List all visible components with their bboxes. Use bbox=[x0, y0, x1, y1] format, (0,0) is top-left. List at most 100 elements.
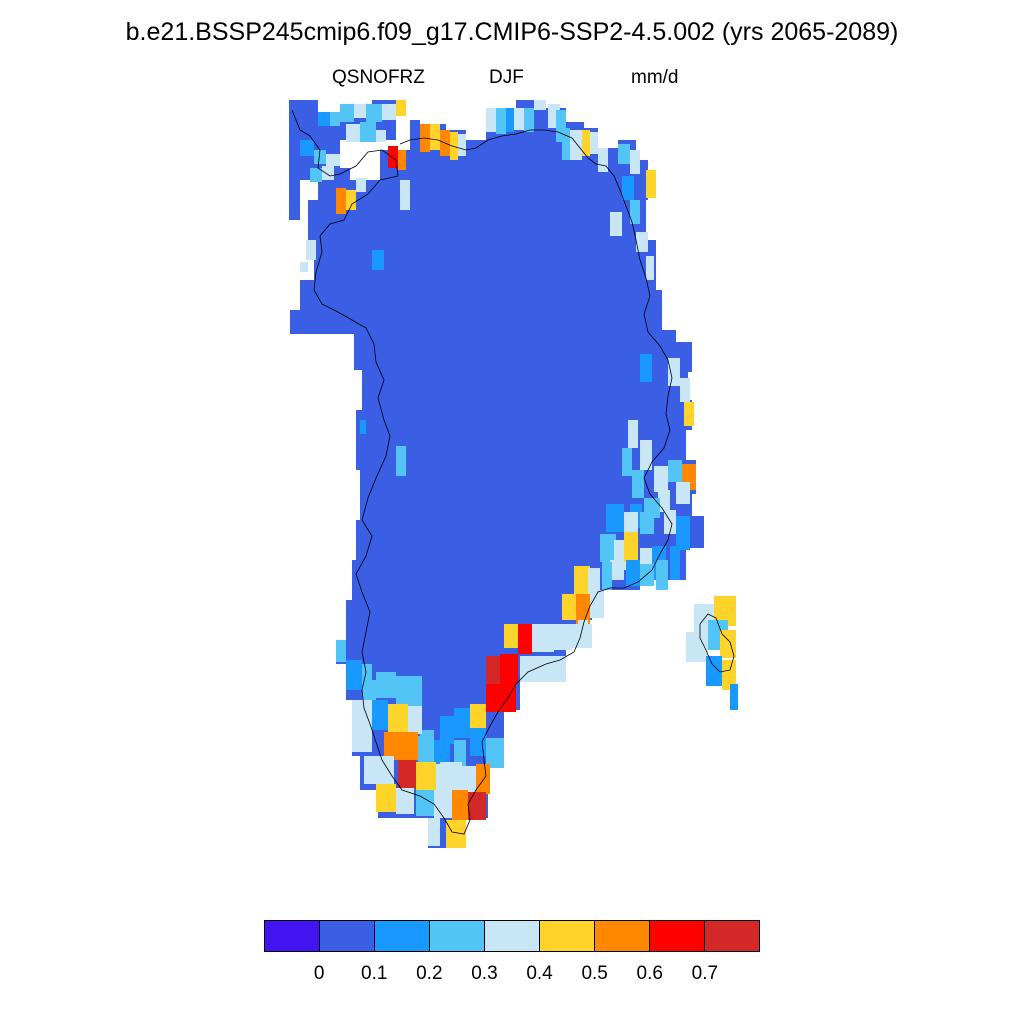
grid-cell bbox=[300, 140, 314, 156]
colorbar-tick-label: 0.4 bbox=[526, 963, 553, 984]
grid-cell bbox=[322, 166, 334, 180]
grid-cell bbox=[654, 466, 668, 492]
colorbar-tick-label: 0.1 bbox=[361, 963, 388, 984]
colorbar-tick-label: 0 bbox=[313, 963, 325, 984]
grid-cell bbox=[632, 470, 644, 498]
grid-cell bbox=[628, 420, 638, 448]
grid-cell bbox=[524, 108, 534, 132]
colorbar-tick-label: 0.2 bbox=[416, 963, 443, 984]
grid-cell bbox=[598, 148, 608, 172]
grid-cell bbox=[610, 560, 624, 580]
grid-cell bbox=[396, 676, 422, 706]
grid-cell bbox=[352, 728, 372, 752]
grid-cell bbox=[570, 130, 582, 160]
grid-cell bbox=[388, 704, 408, 732]
grid-cell bbox=[476, 764, 490, 794]
grid-cell bbox=[360, 122, 376, 142]
grid-cell bbox=[606, 504, 624, 532]
grid-cell bbox=[536, 656, 566, 682]
grid-cell bbox=[714, 596, 736, 626]
colorbar-box bbox=[595, 921, 650, 951]
grid-cell bbox=[622, 176, 634, 200]
grid-cell bbox=[434, 740, 450, 764]
grid-cell bbox=[670, 546, 680, 580]
grid-cell bbox=[576, 594, 590, 624]
grid-cell bbox=[720, 630, 736, 658]
grid-cell bbox=[396, 446, 406, 476]
grid-cell bbox=[534, 100, 546, 110]
grid-cell bbox=[364, 756, 394, 784]
grid-cell bbox=[314, 150, 326, 164]
grid-cell bbox=[500, 654, 518, 684]
grid-cell bbox=[372, 700, 388, 730]
grid-cell bbox=[376, 784, 396, 812]
grid-cell bbox=[356, 178, 366, 192]
grid-cell bbox=[362, 680, 376, 702]
units-label: mm/d bbox=[631, 67, 679, 88]
grid-cell bbox=[486, 684, 500, 712]
colorbar bbox=[264, 920, 760, 952]
grid-cell bbox=[382, 104, 396, 120]
grid-cell bbox=[646, 256, 654, 280]
grid-cell bbox=[454, 740, 466, 768]
grid-cell bbox=[354, 104, 366, 118]
grid-cell bbox=[326, 154, 340, 166]
colorbar-tick-label: 0.3 bbox=[471, 963, 498, 984]
grid-cell bbox=[330, 112, 340, 126]
grid-cell bbox=[346, 660, 362, 690]
grid-cell bbox=[470, 704, 486, 730]
grid-cell bbox=[366, 104, 382, 122]
grid-cell bbox=[504, 624, 518, 648]
grid-cell bbox=[722, 660, 736, 690]
grid-cell bbox=[310, 168, 322, 182]
colorbar-box bbox=[265, 921, 320, 951]
grid-cell bbox=[470, 728, 486, 756]
grid-cell bbox=[440, 716, 454, 744]
grid-cell bbox=[396, 788, 414, 814]
grid-cell bbox=[574, 566, 590, 594]
grid-cell bbox=[630, 150, 640, 174]
grid-cell bbox=[562, 594, 576, 620]
colorbar-box bbox=[430, 921, 485, 951]
grid-cell bbox=[430, 124, 440, 150]
grid-cell bbox=[384, 732, 418, 760]
grid-cell bbox=[610, 212, 622, 236]
land-field bbox=[289, 100, 704, 848]
grid-cell bbox=[640, 440, 652, 470]
grid-cell bbox=[532, 624, 554, 652]
grid-cell bbox=[624, 512, 638, 534]
grid-cell bbox=[668, 358, 680, 386]
grid-cell bbox=[446, 820, 466, 848]
colorbar-tick-label: 0.5 bbox=[581, 963, 608, 984]
grid-cell bbox=[372, 250, 384, 270]
grid-cell bbox=[428, 818, 440, 846]
colorbar-box bbox=[540, 921, 595, 951]
grid-cell bbox=[556, 110, 566, 142]
grid-cell bbox=[552, 624, 572, 650]
grid-cell bbox=[318, 112, 330, 126]
no-data-gap bbox=[396, 120, 410, 150]
colorbar-tick-label: 0.7 bbox=[691, 963, 719, 984]
grid-cell bbox=[388, 146, 398, 168]
grid-cell bbox=[434, 790, 452, 818]
grid-cell bbox=[418, 736, 434, 762]
grid-cell bbox=[668, 460, 682, 482]
plot-title: b.e21.BSSP245cmip6.f09_g17.CMIP6-SSP2-4.… bbox=[125, 18, 899, 46]
variable-label: QSNOFRZ bbox=[332, 67, 425, 88]
grid-cell bbox=[462, 766, 480, 792]
grid-cell bbox=[640, 564, 654, 586]
colorbar-box bbox=[650, 921, 705, 951]
grid-cell bbox=[626, 560, 640, 586]
grid-cell bbox=[572, 624, 592, 648]
grid-cell bbox=[450, 132, 458, 160]
grid-cell bbox=[362, 664, 372, 682]
grid-cell bbox=[518, 624, 532, 654]
colorbar-box bbox=[375, 921, 430, 951]
grid-cell bbox=[396, 100, 406, 116]
grid-cell bbox=[458, 134, 466, 156]
grid-cell bbox=[656, 560, 668, 590]
grid-cell bbox=[514, 108, 524, 130]
grid-cell bbox=[346, 124, 360, 142]
grid-cell bbox=[706, 656, 722, 686]
